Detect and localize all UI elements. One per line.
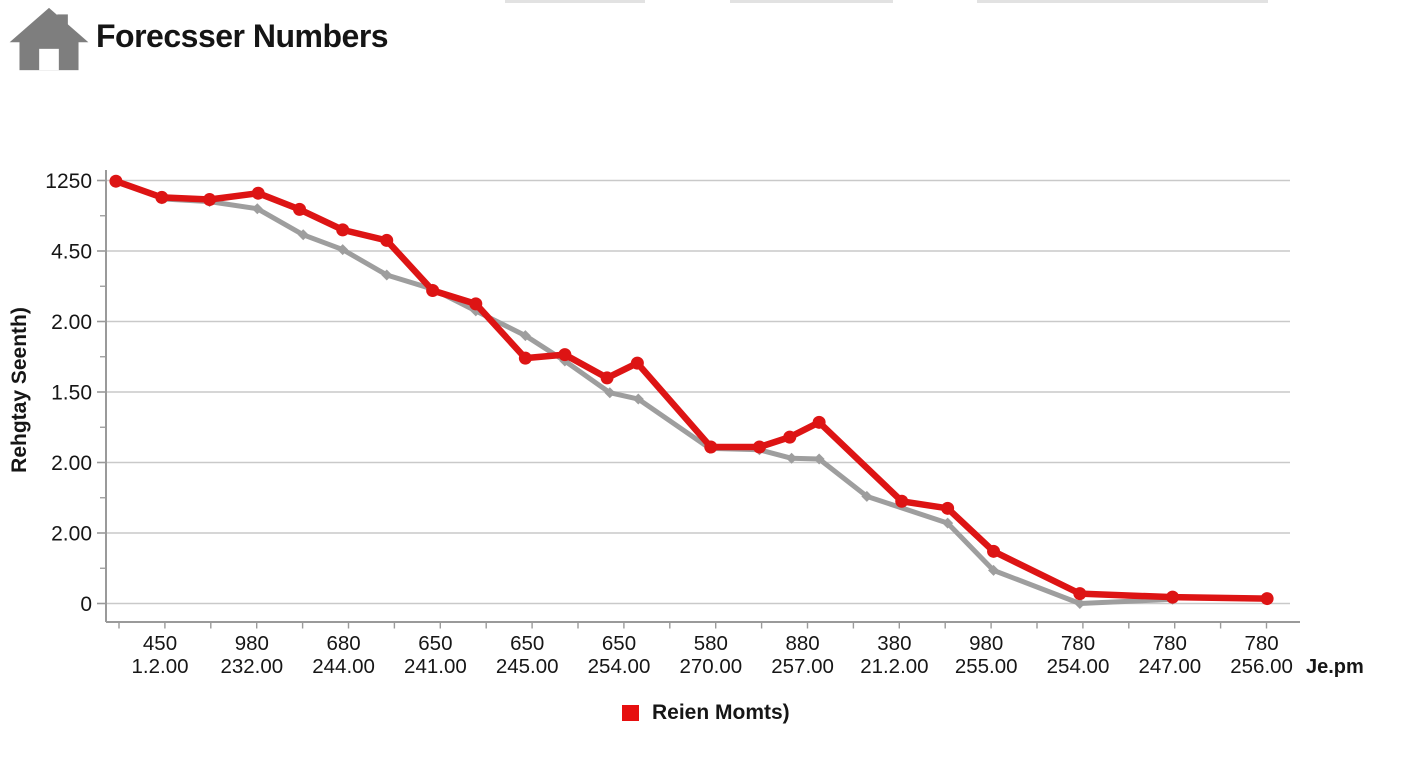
data-point-marker <box>861 490 873 502</box>
y-tick-label: 2.00 <box>51 452 92 475</box>
data-point-marker <box>895 494 909 508</box>
x-tick-label-top: 650 <box>510 632 544 655</box>
header: Forecsser Numbers <box>0 0 1408 90</box>
x-tick-label-top: 980 <box>969 632 1003 655</box>
x-axis-suffix-label: Je.pm <box>1306 656 1364 678</box>
data-point-marker <box>1166 590 1180 604</box>
data-point-marker <box>426 283 440 297</box>
x-tick-label-top: 780 <box>1153 632 1187 655</box>
page-title: Forecsser Numbers <box>96 18 389 54</box>
data-point-marker <box>604 387 616 399</box>
x-tick-label-bottom: 241.00 <box>404 655 467 678</box>
y-tick-label: 0 <box>80 593 92 616</box>
x-tick-label-bottom: 244.00 <box>312 655 375 678</box>
data-point-marker <box>519 330 531 342</box>
x-tick-label-top: 650 <box>418 632 452 655</box>
data-point-marker <box>630 356 644 370</box>
x-tick-label-top: 580 <box>694 632 728 655</box>
top-edge-artifact <box>977 0 1268 3</box>
data-point-marker <box>469 297 483 311</box>
data-point-marker <box>109 174 123 188</box>
house-icon <box>9 7 89 71</box>
y-tick-label: 2.00 <box>51 311 92 334</box>
x-tick-label-top: 650 <box>602 632 636 655</box>
data-point-marker <box>1260 592 1274 606</box>
legend: Reien Momts) <box>622 701 790 725</box>
x-tick-label-bottom: 270.00 <box>679 655 742 678</box>
data-point-marker <box>297 229 309 241</box>
legend-label: Reien Momts) <box>652 701 790 724</box>
data-point-marker <box>381 269 393 281</box>
data-point-marker <box>813 453 825 465</box>
legend-swatch <box>622 705 639 721</box>
x-tick-label-top: 380 <box>877 632 911 655</box>
data-point-marker <box>941 501 955 515</box>
data-point-marker <box>783 430 797 444</box>
data-point-marker <box>558 348 572 362</box>
data-point-marker <box>1074 598 1086 609</box>
x-tick-label-top: 450 <box>143 632 177 655</box>
x-tick-label-top: 780 <box>1244 632 1278 655</box>
x-tick-label-top: 880 <box>785 632 819 655</box>
data-point-marker <box>380 233 394 247</box>
data-point-marker <box>632 393 644 405</box>
data-point-marker <box>812 415 826 429</box>
data-point-marker <box>704 440 718 454</box>
x-tick-label-bottom: 247.00 <box>1138 655 1201 678</box>
top-edge-artifact <box>730 0 893 3</box>
y-tick-label: 2.00 <box>51 523 92 546</box>
y-tick-label: 4.50 <box>51 241 92 264</box>
data-point-marker <box>988 564 1000 576</box>
data-point-marker <box>987 544 1001 558</box>
data-point-marker <box>155 190 169 204</box>
x-tick-label-bottom: 254.00 <box>588 655 651 678</box>
data-point-marker <box>293 202 307 216</box>
series-line-Reien Momts) <box>112 177 1271 602</box>
top-edge-artifact <box>505 0 645 3</box>
data-point-marker <box>1073 587 1087 601</box>
data-point-marker <box>518 351 532 365</box>
x-tick-label-bottom: 256.00 <box>1230 655 1293 678</box>
data-point-marker <box>337 244 349 256</box>
x-tick-label-bottom: 245.00 <box>496 655 559 678</box>
x-tick-label-bottom: 255.00 <box>955 655 1018 678</box>
data-point-marker <box>600 371 614 385</box>
data-point-marker <box>786 452 798 464</box>
y-tick-label: 1.50 <box>51 382 92 405</box>
x-tick-label-bottom: 232.00 <box>220 655 283 678</box>
data-point-marker <box>251 186 265 200</box>
data-point-marker <box>203 193 217 207</box>
data-point-marker <box>752 440 766 454</box>
data-point-marker <box>336 223 350 237</box>
x-tick-label-bottom: 1.2.00 <box>132 655 189 678</box>
x-tick-label-bottom: 257.00 <box>771 655 834 678</box>
y-tick-label: 1250 <box>45 170 92 193</box>
x-tick-label-bottom: 254.00 <box>1047 655 1110 678</box>
x-tick-label-bottom: 21.2.00 <box>860 655 928 678</box>
x-tick-label-top: 980 <box>235 632 269 655</box>
data-point-marker <box>942 517 954 529</box>
x-tick-label-top: 780 <box>1061 632 1095 655</box>
x-tick-label-top: 680 <box>326 632 360 655</box>
data-point-marker <box>251 203 263 215</box>
